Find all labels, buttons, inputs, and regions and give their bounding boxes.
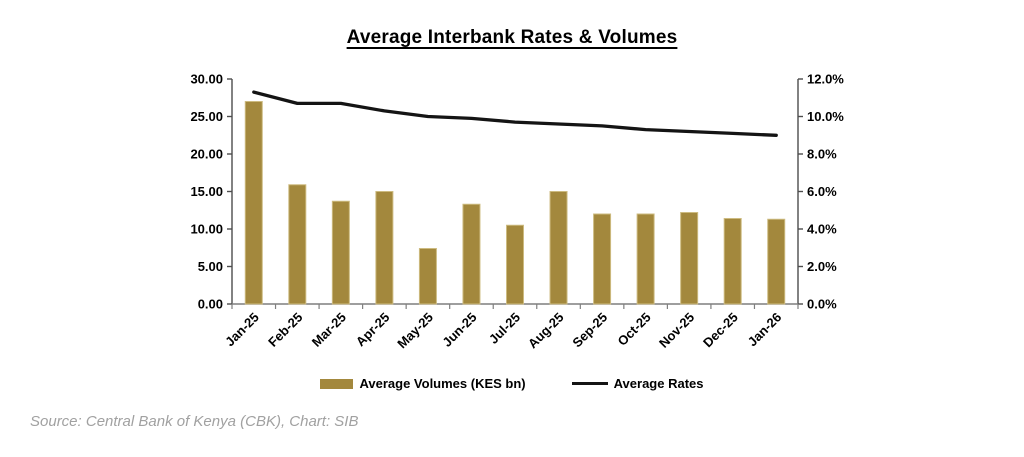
- volume-bar-feb-25: [288, 184, 307, 305]
- volume-bar-jan-26: [767, 218, 786, 305]
- volume-bar-jul-25: [506, 224, 524, 305]
- volume-bar-jan-25: [244, 101, 263, 305]
- volumes-bar-swatch-icon: [320, 378, 354, 389]
- volume-bar-nov-25: [680, 212, 699, 305]
- volume-bar-apr-25: [375, 191, 394, 305]
- volume-bar-mar-25: [331, 200, 350, 305]
- volume-bar-dec-25: [723, 218, 742, 305]
- x-axis-category-label: May-25: [394, 310, 436, 352]
- y-axis-left-tick-label: 30.00: [190, 72, 223, 87]
- chart-title: Average Interbank Rates & Volumes: [346, 27, 678, 48]
- x-axis-category-label: Jun-25: [439, 310, 479, 350]
- y-axis-right-tick-label: 0.0%: [807, 297, 837, 312]
- chart-legend: Average Volumes (KES bn) Average Rates: [0, 376, 1024, 391]
- y-axis-left-tick-label: 10.00: [190, 222, 223, 237]
- x-axis-category-label: Apr-25: [353, 310, 393, 350]
- y-axis-right-tick-label: 2.0%: [807, 259, 837, 274]
- x-axis-category-label: Jul-25: [486, 310, 523, 347]
- y-axis-left-tick-label: 20.00: [190, 147, 223, 162]
- y-axis-left-tick-label: 5.00: [198, 259, 223, 274]
- y-axis-left-tick-label: 25.00: [190, 109, 223, 124]
- volume-bar-sep-25: [593, 213, 612, 305]
- legend-item-rates: Average Rates: [571, 376, 704, 391]
- x-axis-category-label: Sep-25: [569, 310, 610, 351]
- x-axis-category-label: Jan-25: [222, 310, 262, 350]
- y-axis-left-tick-label: 0.00: [198, 297, 223, 312]
- x-axis-category-label: Dec-25: [700, 310, 741, 351]
- legend-item-volumes: Average Volumes (KES bn): [320, 376, 526, 391]
- volume-bar-oct-25: [636, 213, 655, 305]
- y-axis-right-tick-label: 6.0%: [807, 184, 837, 199]
- x-axis-category-label: Oct-25: [615, 310, 654, 349]
- legend-volumes-label: Average Volumes (KES bn): [359, 376, 526, 391]
- volume-bar-aug-25: [549, 191, 568, 305]
- x-axis-category-label: Mar-25: [309, 310, 349, 350]
- y-axis-left-tick-label: 15.00: [190, 184, 223, 199]
- rates-line: [252, 90, 778, 137]
- x-axis-category-label: Jan-26: [745, 310, 785, 350]
- legend-rates-label: Average Rates: [613, 376, 704, 391]
- y-axis-right-tick-label: 12.0%: [807, 72, 844, 87]
- y-axis-right-tick-label: 10.0%: [807, 109, 844, 124]
- x-axis-category-label: Feb-25: [265, 310, 305, 350]
- x-axis-category-label: Nov-25: [656, 310, 697, 351]
- y-axis-right-tick-label: 8.0%: [807, 147, 837, 162]
- x-axis-category-label: Aug-25: [525, 310, 567, 352]
- volume-bar-may-25: [418, 248, 437, 305]
- y-axis-right-tick-label: 4.0%: [807, 222, 837, 237]
- source-note: Source: Central Bank of Kenya (CBK), Cha…: [30, 413, 359, 430]
- volume-bar-jun-25: [462, 203, 481, 305]
- rates-line-swatch-icon: [571, 381, 608, 386]
